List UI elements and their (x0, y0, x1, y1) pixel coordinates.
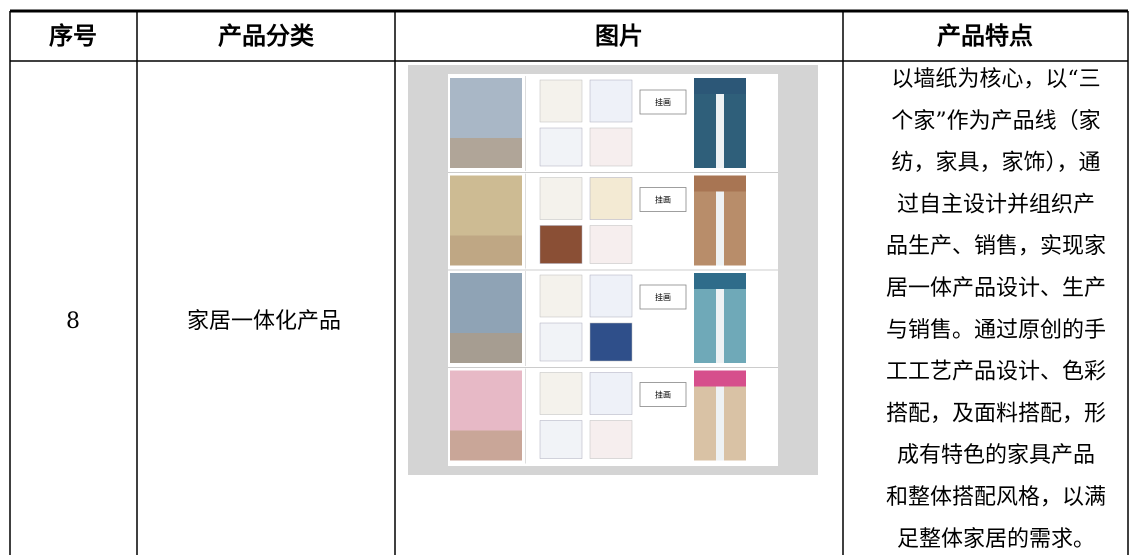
row-category: 家居一体化产品 (187, 309, 341, 334)
frame-box (639, 89, 687, 115)
pattern-swatch (539, 225, 583, 264)
curtain-gap (716, 386, 724, 461)
frame-box (639, 187, 687, 212)
frame-box (639, 284, 687, 310)
header-cell: 图片 (595, 22, 643, 50)
divider (525, 271, 526, 366)
feature-line: 与销售。通过原创的手 (886, 318, 1106, 343)
feature-line: 纺，家具，家饰），通 (891, 151, 1100, 176)
feature-line: 足整体家居的需求。 (897, 527, 1095, 552)
image-label: 挂画 (655, 292, 671, 302)
feature-line: 和整体搭配风格，以满 (886, 485, 1106, 510)
pattern-swatch (589, 127, 633, 167)
pattern-swatch (589, 420, 633, 459)
pattern-swatch (539, 177, 583, 220)
image-label: 挂画 (655, 390, 671, 400)
pattern-swatch (539, 274, 583, 318)
feature-line: 工工艺产品设计、色彩 (886, 360, 1106, 385)
header-cell: 产品分类 (218, 22, 315, 50)
room-floor (450, 333, 522, 363)
pattern-swatch (589, 225, 633, 264)
feature-line: 过自主设计并组织产 (897, 192, 1095, 217)
pattern-swatch (589, 322, 633, 362)
curtain-gap (716, 94, 724, 168)
frame-box (639, 382, 687, 407)
divider (525, 173, 526, 269)
pattern-swatch (589, 177, 633, 220)
pattern-swatch (589, 274, 633, 318)
curtain-gap (716, 191, 724, 266)
divider (525, 368, 526, 464)
feature-line: 搭配，及面料搭配，形 (886, 401, 1106, 426)
pattern-swatch (589, 79, 633, 123)
pattern-swatch (539, 322, 583, 362)
image-label: 挂画 (655, 97, 671, 107)
feature-line: 成有特色的家具产品 (897, 443, 1095, 468)
pattern-swatch (539, 372, 583, 415)
feature-line: 居一体产品设计、生产 (886, 276, 1106, 301)
room-floor (450, 235, 522, 266)
curtain-valance (694, 370, 746, 387)
curtain-valance (694, 273, 746, 289)
pattern-swatch (539, 127, 583, 167)
curtain-valance (694, 175, 746, 192)
pattern-swatch (539, 420, 583, 459)
divider (525, 76, 526, 171)
curtain-valance (694, 78, 746, 94)
feature-line: 以墙纸为核心，以“三 (891, 67, 1100, 92)
feature-line: 个家”作为产品线（家 (891, 109, 1100, 134)
row-number: 8 (66, 309, 80, 334)
header-cell: 序号 (49, 22, 97, 50)
room-floor (450, 138, 522, 168)
feature-text: 以墙纸为核心，以“三个家”作为产品线（家纺，家具，家饰），通过自主设计并组织产品… (886, 67, 1106, 552)
image-label: 挂画 (655, 195, 671, 205)
curtain-gap (716, 289, 724, 363)
pattern-swatch (539, 79, 583, 123)
feature-line: 品生产、销售，实现家 (886, 234, 1106, 259)
header-cell: 产品特点 (937, 22, 1033, 50)
pattern-swatch (589, 372, 633, 415)
room-floor (450, 430, 522, 461)
